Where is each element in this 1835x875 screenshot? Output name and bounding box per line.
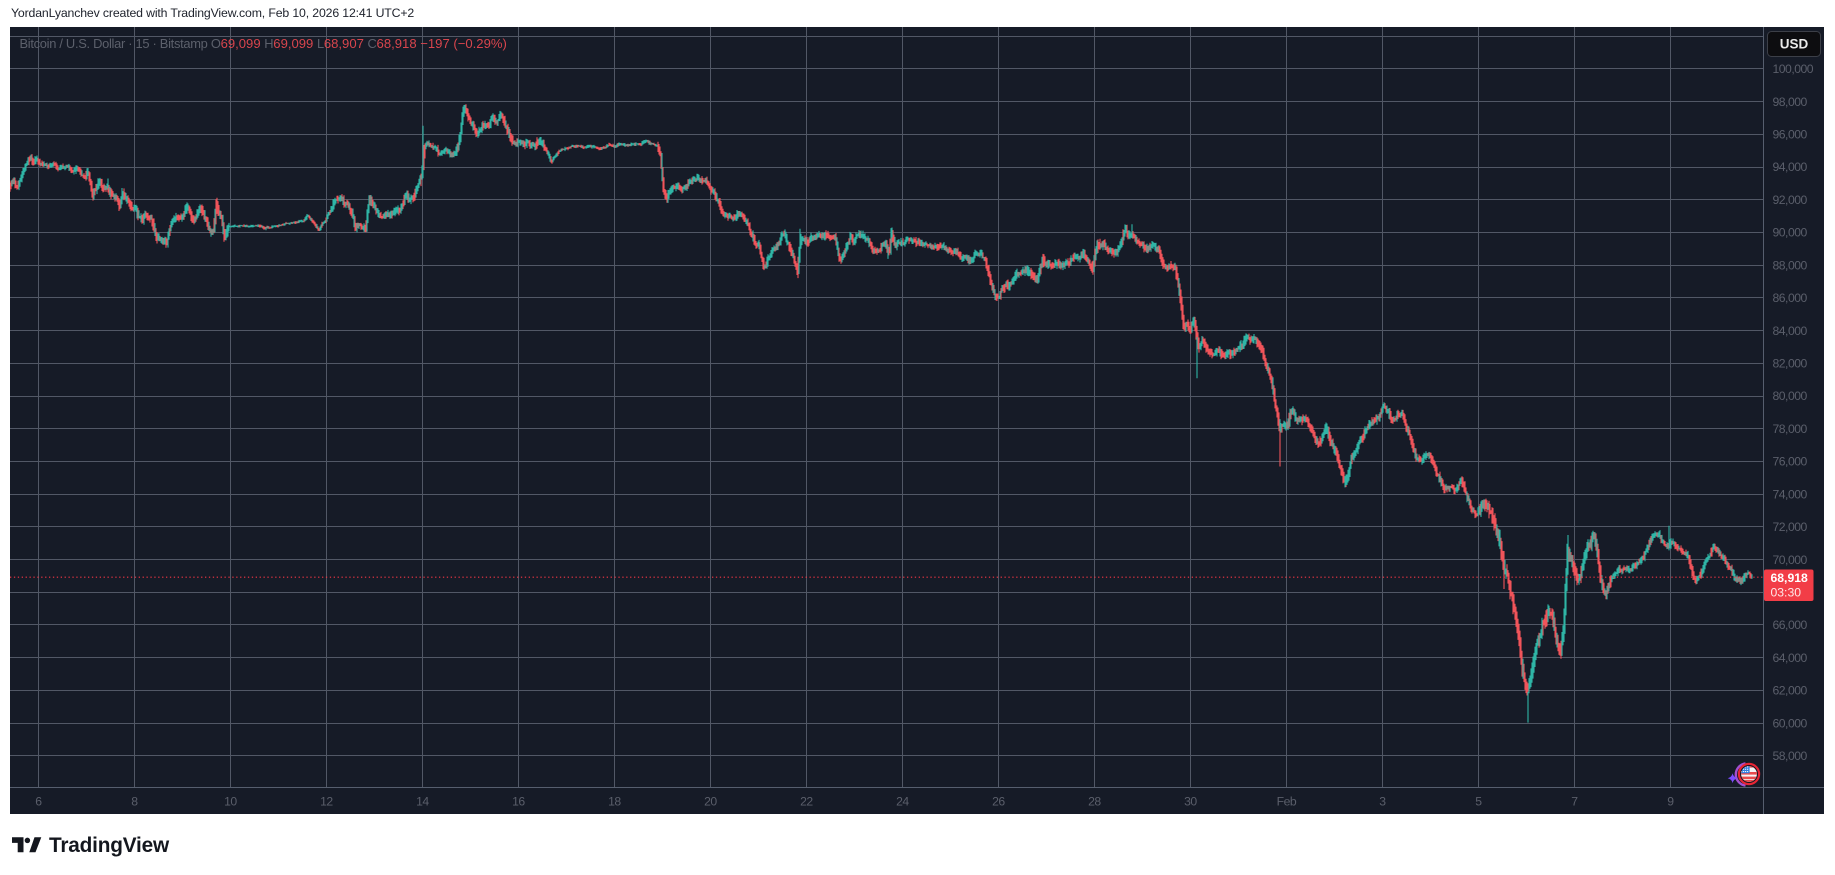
svg-text:72,000: 72,000: [1773, 520, 1808, 534]
svg-text:03:30: 03:30: [1771, 585, 1802, 599]
svg-text:24: 24: [896, 795, 909, 809]
svg-text:8: 8: [131, 795, 138, 809]
svg-text:26: 26: [992, 795, 1005, 809]
svg-text:74,000: 74,000: [1773, 487, 1808, 501]
svg-text:70,000: 70,000: [1773, 553, 1808, 567]
svg-text:3: 3: [1379, 795, 1386, 809]
svg-text:USD: USD: [1780, 37, 1809, 52]
svg-text:96,000: 96,000: [1773, 128, 1808, 142]
svg-text:100,000: 100,000: [1773, 62, 1814, 76]
svg-text:6: 6: [35, 795, 42, 809]
svg-text:28: 28: [1088, 795, 1101, 809]
svg-text:30: 30: [1184, 795, 1197, 809]
svg-text:16: 16: [512, 795, 525, 809]
svg-text:88,000: 88,000: [1773, 258, 1808, 272]
svg-text:18: 18: [608, 795, 621, 809]
svg-text:14: 14: [416, 795, 429, 809]
svg-text:94,000: 94,000: [1773, 160, 1808, 174]
svg-text:66,000: 66,000: [1773, 618, 1808, 632]
svg-text:58,000: 58,000: [1773, 749, 1808, 763]
svg-text:12: 12: [320, 795, 333, 809]
svg-text:78,000: 78,000: [1773, 422, 1808, 436]
svg-text:Bitcoin / U.S. Dollar · 15 · B: Bitcoin / U.S. Dollar · 15 · Bitstamp O6…: [20, 36, 507, 51]
svg-text:76,000: 76,000: [1773, 455, 1808, 469]
svg-text:68,918: 68,918: [1771, 571, 1808, 585]
svg-text:84,000: 84,000: [1773, 324, 1808, 338]
svg-text:9: 9: [1667, 795, 1674, 809]
svg-text:98,000: 98,000: [1773, 95, 1808, 109]
svg-text:60,000: 60,000: [1773, 716, 1808, 730]
svg-text:92,000: 92,000: [1773, 193, 1808, 207]
svg-text:Feb: Feb: [1277, 795, 1297, 809]
svg-text:22: 22: [800, 795, 813, 809]
svg-text:20: 20: [704, 795, 717, 809]
svg-text:5: 5: [1475, 795, 1482, 809]
svg-text:64,000: 64,000: [1773, 651, 1808, 665]
svg-text:86,000: 86,000: [1773, 291, 1808, 305]
svg-text:TradingView: TradingView: [49, 835, 170, 857]
svg-text:82,000: 82,000: [1773, 357, 1808, 371]
svg-text:80,000: 80,000: [1773, 389, 1808, 403]
svg-text:10: 10: [224, 795, 237, 809]
svg-text:7: 7: [1571, 795, 1578, 809]
svg-text:90,000: 90,000: [1773, 226, 1808, 240]
svg-text:62,000: 62,000: [1773, 684, 1808, 698]
